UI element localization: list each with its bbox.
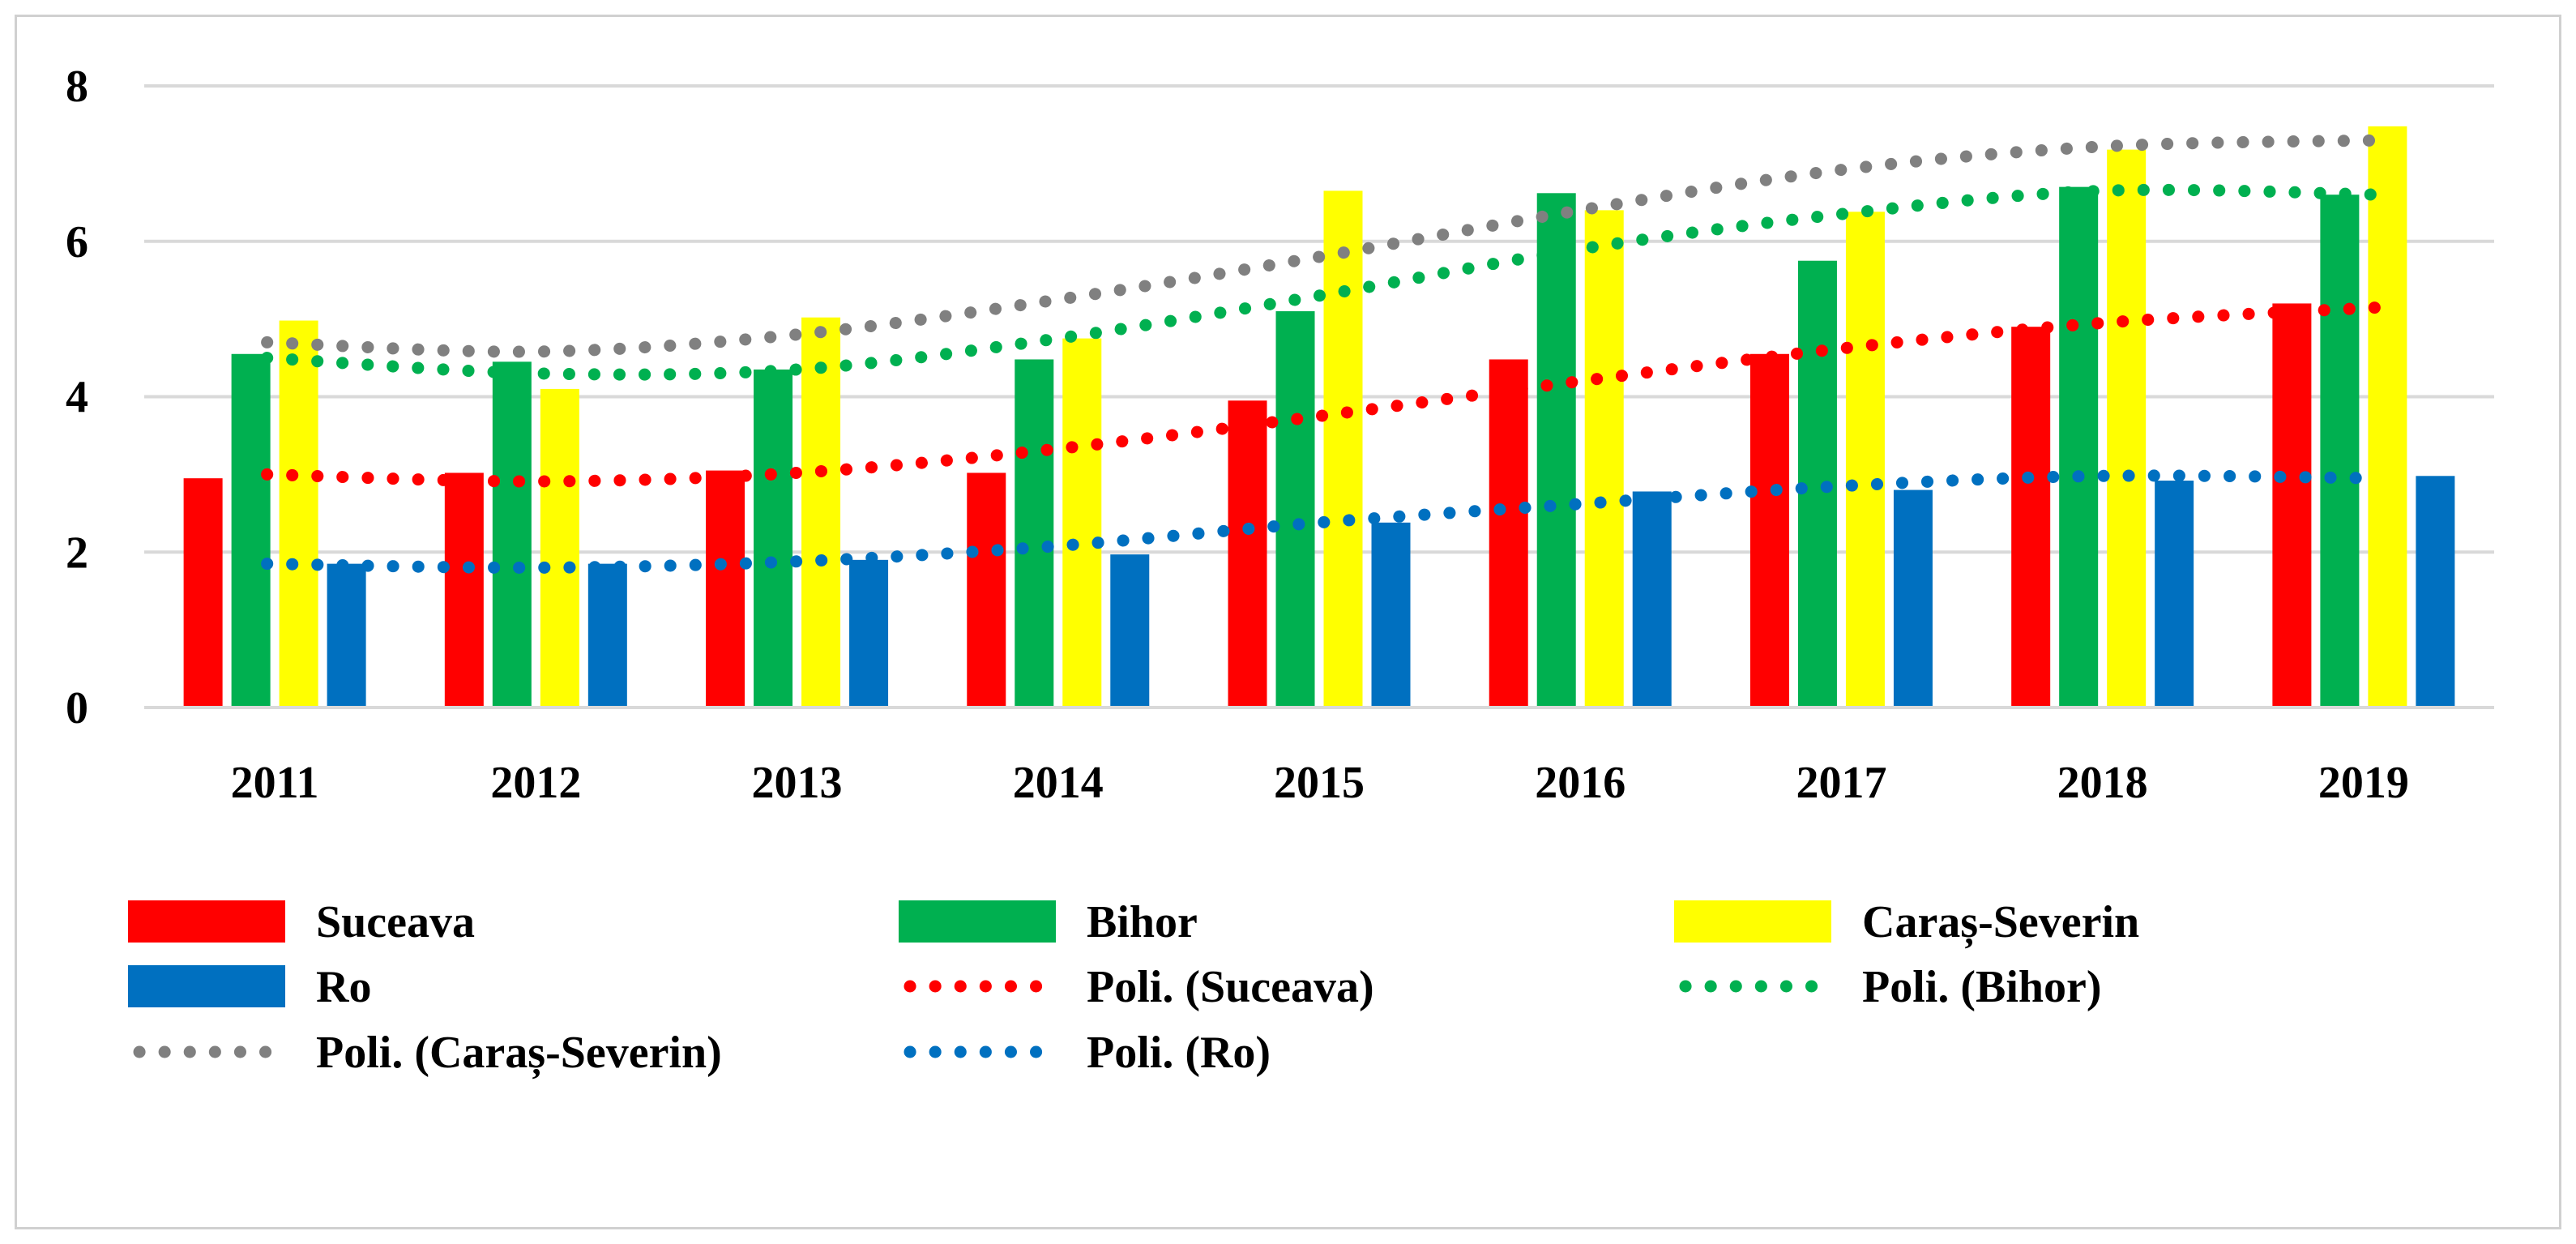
- x-tick-label-2015: 2015: [1274, 758, 1365, 808]
- legend-label-ro: Ro: [316, 962, 371, 1012]
- x-tick-label-2016: 2016: [1535, 758, 1625, 808]
- bar-suceava-2018: [2011, 327, 2051, 707]
- bar-bihor-2011: [231, 353, 271, 707]
- x-tick-label-2017: 2017: [1796, 758, 1886, 808]
- x-tick-label-2014: 2014: [1013, 758, 1104, 808]
- bar-suceava-2015: [1228, 400, 1267, 707]
- bar-suceava-2016: [1489, 359, 1528, 707]
- bar-bihor-2012: [492, 361, 532, 707]
- x-tick-label-2013: 2013: [752, 758, 843, 808]
- bar-suceava-2013: [706, 470, 745, 707]
- x-tick-label-2018: 2018: [2057, 758, 2148, 808]
- trend-layer: [261, 134, 2386, 574]
- y-tick-label-6: 6: [66, 217, 88, 267]
- bar-suceava-2019: [2272, 303, 2312, 707]
- bar-caras-severin-2012: [540, 388, 579, 707]
- chart-svg: 0 2 4 6 8 2011 2012 2013 2014 2015 2016 2017 2018 201…: [66, 62, 2494, 1079]
- x-tick-label-2011: 2011: [231, 758, 319, 808]
- bar-caras-severin-2015: [1323, 190, 1363, 707]
- legend-label-poli-suceava: Poli. (Suceava): [1087, 962, 1374, 1012]
- bar-caras-severin-2014: [1062, 338, 1102, 707]
- legend-swatch-ro: [128, 965, 285, 1007]
- bar-ro-2017: [1893, 489, 1933, 707]
- y-tick-label-0: 0: [66, 683, 88, 733]
- bar-bihor-2015: [1275, 311, 1315, 707]
- legend-layer: Suceava Bihor Caraș-Severin Ro Poli. (Suceav…: [128, 897, 2139, 1079]
- y-tick-label-4: 4: [66, 373, 88, 423]
- bar-ro-2014: [1110, 554, 1150, 707]
- legend-label-bihor: Bihor: [1087, 897, 1198, 947]
- bar-caras-severin-2017: [1845, 212, 1885, 707]
- bar-ro-2012: [587, 563, 627, 707]
- bar-ro-2015: [1371, 522, 1411, 707]
- legend-label-poli-ro: Poli. (Ro): [1087, 1028, 1271, 1078]
- bar-ro-2019: [2416, 476, 2455, 707]
- legend-label-suceava: Suceava: [316, 897, 475, 947]
- x-tick-label-2019: 2019: [2318, 758, 2409, 808]
- bar-suceava-2012: [444, 472, 484, 707]
- bars-layer: [183, 126, 2455, 708]
- bar-caras-severin-2011: [279, 320, 318, 707]
- y-tick-label-2: 2: [66, 528, 88, 578]
- bar-suceava-2011: [183, 478, 223, 707]
- legend-swatch-bihor: [899, 900, 1056, 943]
- trendline-poli-bihor: [261, 183, 2386, 381]
- axis-layer: 0 2 4 6 8 2011 2012 2013 2014 2015 2016 2017 2018 201…: [66, 62, 2494, 808]
- bar-bihor-2016: [1536, 193, 1576, 707]
- bar-bihor-2014: [1015, 359, 1054, 707]
- bar-caras-severin-2018: [2107, 149, 2147, 707]
- chart-frame: 0 2 4 6 8 2011 2012 2013 2014 2015 2016 2017 2018 201…: [15, 15, 2561, 1229]
- bar-ro-2016: [1632, 491, 1672, 707]
- bar-bihor-2019: [2320, 195, 2360, 708]
- trendline-poli-ro: [261, 469, 2386, 574]
- bar-suceava-2017: [1749, 353, 1789, 707]
- bar-bihor-2018: [2059, 186, 2099, 707]
- legend-label-poli-caras-severin: Poli. (Caraș-Severin): [316, 1028, 722, 1079]
- bar-bihor-2013: [754, 369, 793, 707]
- bar-ro-2018: [2155, 481, 2194, 707]
- legend-swatch-suceava: [128, 900, 285, 943]
- legend-label-caras-severin: Caraș-Severin: [1862, 897, 2139, 949]
- y-tick-label-8: 8: [66, 62, 88, 112]
- bar-suceava-2014: [967, 472, 1006, 707]
- bar-caras-severin-2013: [801, 317, 841, 707]
- bar-caras-severin-2016: [1584, 210, 1624, 707]
- legend-label-poli-bihor: Poli. (Bihor): [1862, 962, 2102, 1012]
- x-tick-label-2012: 2012: [490, 758, 581, 808]
- legend-swatch-caras-severin: [1674, 900, 1831, 943]
- trendline-poli-suceava: [261, 301, 2386, 488]
- bar-ro-2013: [849, 559, 889, 707]
- bar-ro-2011: [327, 563, 366, 707]
- trendline-poli-caras-severin: [261, 134, 2386, 358]
- bar-caras-severin-2019: [2368, 126, 2407, 708]
